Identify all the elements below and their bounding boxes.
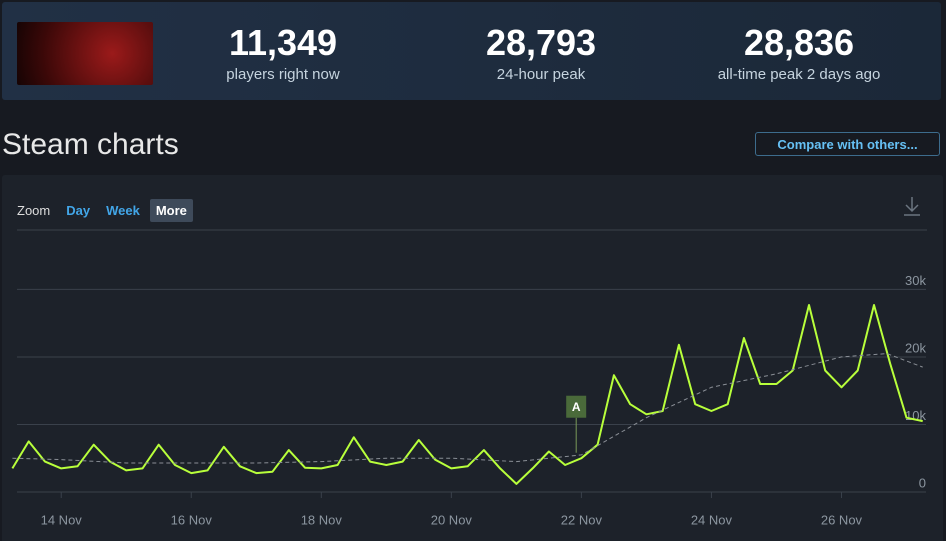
annotation-box: [566, 395, 587, 418]
trend-line: [12, 353, 923, 464]
game-image: [17, 22, 153, 85]
stat-label: players right now: [226, 66, 340, 83]
stat-value: 28,836: [743, 22, 855, 63]
zoom-option[interactable]: Day: [66, 203, 91, 218]
stat: 28,793 24-hour peak: [421, 22, 661, 83]
header: 11,349 players right now 28,793 24-hour pe…: [2, 2, 941, 100]
annotation-label: A: [572, 400, 581, 414]
x-tick-label: 16 Nov: [171, 512, 213, 527]
y-tick-label: 0: [919, 475, 926, 490]
y-tick-label: 20k: [905, 340, 926, 355]
x-tick-label: 20 Nov: [431, 512, 473, 527]
zoom-label: Zoom: [17, 203, 51, 218]
stat-label: all-time peak 2 days ago: [717, 66, 881, 83]
zoom-option[interactable]: More: [149, 199, 193, 222]
stat: 28,836 all-time peak 2 days ago: [679, 22, 919, 83]
compare-button[interactable]: Compare with others...: [755, 132, 940, 156]
line: [11, 304, 923, 485]
x-tick-label: 14 Nov: [41, 512, 83, 527]
x-tick-label: 24 Nov: [691, 512, 733, 527]
stat-value: 28,793: [485, 22, 597, 63]
y-tick-label: 30k: [905, 273, 926, 288]
stat: 11,349 players right now: [163, 22, 403, 83]
download-icon[interactable]: [904, 197, 920, 216]
section-title: Steam charts: [2, 128, 179, 161]
zoom-option[interactable]: Week: [106, 203, 140, 218]
stat-value: 11,349: [228, 22, 338, 63]
stat-label: 24-hour peak: [496, 66, 586, 83]
chart-panel: Zoom Day Week More 0 10k 20k 30k 14 Nov 16 No…: [2, 175, 943, 541]
x-tick-label: 18 Nov: [301, 512, 343, 527]
x-tick-label: 22 Nov: [561, 512, 603, 527]
x-tick-label: 26 Nov: [821, 512, 863, 527]
zoom-bar: Zoom Day Week More: [17, 199, 193, 222]
